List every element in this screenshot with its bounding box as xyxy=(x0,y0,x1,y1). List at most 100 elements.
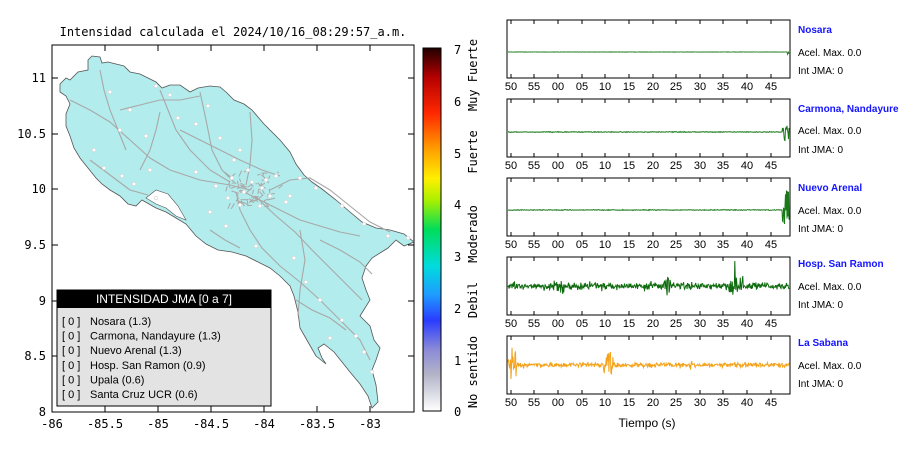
station-jma: Int JMA: 0 xyxy=(798,224,843,235)
station-name: Nosara xyxy=(798,25,832,36)
town-marker xyxy=(362,350,366,354)
town-marker xyxy=(108,90,112,94)
waveform-tick-label: 55 xyxy=(528,160,540,172)
colorbar-tick: 5 xyxy=(454,147,461,161)
colorbar-tick: 0 xyxy=(454,405,461,419)
map-y-tick: 9 xyxy=(39,294,46,308)
station-jma: Int JMA: 0 xyxy=(798,379,843,390)
town-marker xyxy=(144,134,148,138)
waveform-tick-label: 15 xyxy=(623,397,635,409)
legend-item-level: [ 0 ] xyxy=(62,374,80,386)
legend-item-name: Santa Cruz UCR (0.6) xyxy=(90,389,198,401)
waveform-tick-label: 00 xyxy=(552,160,564,172)
town-marker xyxy=(254,244,258,248)
map-panel: -86 -85.5 -85 -84.5 -84 -83.5 -83 11 10.… xyxy=(17,45,414,431)
waveform-tick-label: 40 xyxy=(741,318,753,330)
waveform-tick-label: 10 xyxy=(599,81,611,93)
town-marker xyxy=(194,122,198,126)
waveform-tick-label: 30 xyxy=(694,318,706,330)
colorbar-tick: 6 xyxy=(454,95,461,109)
waveform-tick-label: 55 xyxy=(528,318,540,330)
town-marker xyxy=(148,168,152,172)
waveform-tick-label: 05 xyxy=(576,81,588,93)
map-title: Intensidad calculada el 2024/10/16_08:29… xyxy=(60,25,407,39)
town-marker xyxy=(340,318,344,322)
intensity-legend: INTENSIDAD JMA [0 a 7] [ 0 ] Nosara (1.3)… xyxy=(57,290,271,406)
town-marker xyxy=(118,128,122,132)
waveform-panel: Nuevo Arenal Acel. Max. 0.0 Int JMA: 0 xyxy=(798,183,862,235)
colorbar-tick: 2 xyxy=(454,302,461,316)
waveform-tick-label: 45 xyxy=(765,239,777,251)
legend-item-name: Nuevo Arenal (1.3) xyxy=(90,345,182,357)
waveform-tick-label: 05 xyxy=(576,318,588,330)
town-marker xyxy=(224,224,228,228)
road xyxy=(256,183,257,184)
map-x-tick: -85 xyxy=(147,417,169,431)
waveform-tick-label: 15 xyxy=(623,160,635,172)
waveform-panel: La Sabana Acel. Max. 0.0 Int JMA: 0 xyxy=(798,338,862,390)
town-marker xyxy=(214,184,218,188)
town-marker xyxy=(238,148,242,152)
legend-item-name: Hosp. San Ramon (0.9) xyxy=(90,360,206,372)
town-marker xyxy=(102,166,106,170)
map-y-tick: 11 xyxy=(32,71,46,85)
waveform-tick-label: 40 xyxy=(741,81,753,93)
waveform-tick-label: 45 xyxy=(765,160,777,172)
waveform-tick-label: 50 xyxy=(505,318,517,330)
waveform-tick-label: 05 xyxy=(576,239,588,251)
station-jma: Int JMA: 0 xyxy=(798,300,843,311)
waveform-tick-label: 25 xyxy=(670,318,682,330)
town-marker xyxy=(288,194,292,198)
town-marker xyxy=(370,370,374,374)
colorbar-tick: 3 xyxy=(454,250,461,264)
waveform-tick-label: 40 xyxy=(741,397,753,409)
waveform-tick-label: 35 xyxy=(717,160,729,172)
town-marker xyxy=(362,222,366,226)
town-marker xyxy=(386,234,390,238)
map-y-tick: 8 xyxy=(39,405,46,419)
colorbar-tick: 7 xyxy=(454,43,461,57)
station-jma: Int JMA: 0 xyxy=(798,66,843,77)
waveform-tick-label: 20 xyxy=(647,318,659,330)
station-acel: Acel. Max. 0.0 xyxy=(798,126,862,137)
waveform-tick-label: 45 xyxy=(765,397,777,409)
waveform-tick-label: 45 xyxy=(765,318,777,330)
waveform-tick-label: 10 xyxy=(599,239,611,251)
waveform-tick-label: 20 xyxy=(647,397,659,409)
legend-item-name: Nosara (1.3) xyxy=(90,316,151,328)
colorbar-tick: 4 xyxy=(454,198,461,212)
town-marker xyxy=(168,93,172,97)
station-acel: Acel. Max. 0.0 xyxy=(798,48,862,59)
waveform-tick-label: 15 xyxy=(623,81,635,93)
town-marker xyxy=(304,280,308,284)
waveform-tick-label: 35 xyxy=(717,81,729,93)
legend-item-level: [ 0 ] xyxy=(62,316,80,328)
waveform-tick-label: 10 xyxy=(599,397,611,409)
waveform-frame xyxy=(507,178,790,236)
waveform-tick-label: 15 xyxy=(623,318,635,330)
town-marker xyxy=(284,200,288,204)
legend-item-name: Carmona, Nandayure (1.3) xyxy=(90,331,221,343)
town-marker xyxy=(328,336,332,340)
map-x-tick: -83 xyxy=(359,417,381,431)
town-marker xyxy=(246,168,250,172)
station-name: Nuevo Arenal xyxy=(798,183,862,194)
waveform-tick-label: 35 xyxy=(717,318,729,330)
town-marker xyxy=(232,158,236,162)
waveform-tick-label: 25 xyxy=(670,239,682,251)
legend-item-level: [ 0 ] xyxy=(62,345,80,357)
waveform-tick-label: 10 xyxy=(599,318,611,330)
waveform-tick-label: 55 xyxy=(528,239,540,251)
town-marker xyxy=(274,174,278,178)
waveform-tick-label: 50 xyxy=(505,397,517,409)
waveform-tick-label: 05 xyxy=(576,160,588,172)
colorbar-class-label: Debil xyxy=(466,282,480,318)
legend-title: INTENSIDAD JMA [0 a 7] xyxy=(96,292,232,306)
town-marker xyxy=(258,204,262,208)
map-x-tick: -83.5 xyxy=(299,417,335,431)
map-y-tick: 9.5 xyxy=(24,238,46,252)
town-marker xyxy=(298,176,302,180)
waveform-tick-label: 30 xyxy=(694,160,706,172)
waveform-tick-label: 55 xyxy=(528,397,540,409)
waveform-frame xyxy=(507,99,790,157)
